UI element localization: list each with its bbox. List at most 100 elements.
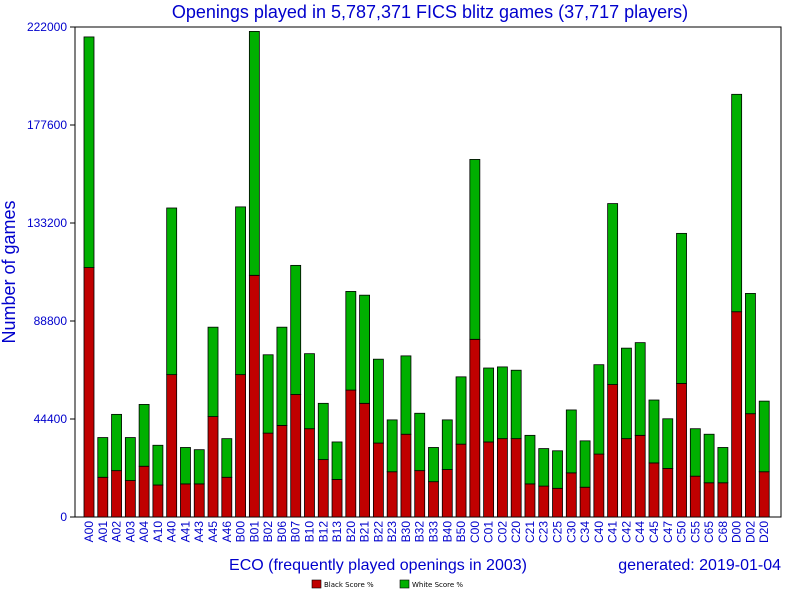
- x-axis-label: ECO (frequently played openings in 2003): [229, 557, 527, 574]
- x-tick-label: B21: [358, 521, 372, 543]
- bar-black-score: [662, 468, 674, 518]
- x-tick-label: C47: [661, 521, 675, 543]
- x-tick-label: B30: [399, 521, 413, 543]
- bar-black-score: [648, 462, 660, 518]
- x-tick-label: B01: [247, 521, 261, 543]
- bar-black-score: [731, 311, 743, 518]
- bar-white-score: [262, 354, 274, 434]
- legend-label: Black Score %: [324, 581, 374, 589]
- bar-white-score: [221, 438, 233, 478]
- bar-black-score: [290, 394, 302, 518]
- bar-black-score: [579, 486, 591, 518]
- x-tick-label: D00: [730, 521, 744, 543]
- bar-white-score: [607, 203, 619, 385]
- bar-white-score: [496, 366, 508, 440]
- x-tick-label: C55: [688, 521, 702, 543]
- bar-black-score: [372, 442, 384, 518]
- x-tick-label: C45: [647, 521, 661, 543]
- bar-black-score: [496, 438, 508, 518]
- bar-white-score: [717, 447, 729, 484]
- bar-white-score: [386, 419, 398, 473]
- y-tick-label: 133200: [27, 216, 67, 230]
- bar-black-score: [676, 383, 687, 518]
- x-tick-label: C20: [509, 521, 523, 543]
- plot-area: [74, 26, 782, 518]
- bar-black-score: [262, 432, 274, 518]
- x-tick-label: C44: [633, 521, 647, 543]
- bar-black-score: [276, 425, 288, 518]
- bar-black-score: [138, 465, 150, 518]
- bar-black-score: [593, 453, 605, 518]
- x-tick-label: D02: [743, 521, 757, 543]
- x-tick-label: C42: [619, 521, 633, 543]
- x-tick-label: C25: [551, 521, 565, 543]
- bar-black-score: [455, 443, 467, 518]
- bar-black-score: [758, 471, 770, 518]
- bar-white-score: [552, 450, 563, 489]
- bar-black-score: [111, 470, 122, 518]
- bar-white-score: [290, 264, 302, 395]
- bar-black-score: [621, 438, 632, 518]
- x-tick-label: A00: [82, 521, 96, 543]
- bar-black-score: [414, 470, 426, 518]
- bar-white-score: [524, 434, 536, 485]
- x-tick-label: C21: [523, 521, 537, 543]
- bar-white-score: [359, 294, 371, 404]
- bar-white-score: [345, 291, 357, 391]
- bar-white-score: [400, 355, 412, 435]
- x-tick-label: A41: [178, 521, 192, 543]
- bar-white-score: [758, 400, 770, 473]
- bar-white-score: [731, 93, 743, 313]
- bar-white-score: [317, 402, 329, 461]
- bar-black-score: [304, 428, 315, 518]
- bar-black-score: [607, 384, 619, 518]
- bar-white-score: [441, 419, 453, 470]
- x-tick-label: B13: [330, 521, 344, 543]
- x-tick-label: C65: [702, 521, 716, 543]
- x-tick-label: D20: [757, 521, 771, 543]
- x-tick-label: A45: [206, 521, 220, 543]
- bar-white-score: [455, 376, 467, 445]
- bar-black-score: [538, 485, 550, 518]
- x-tick-label: B23: [385, 521, 399, 543]
- legend-swatch: [399, 579, 410, 589]
- x-tick-label: C50: [675, 521, 689, 543]
- x-tick-label: B02: [261, 521, 275, 543]
- y-tick-label: 222000: [27, 20, 67, 34]
- bar-black-score: [207, 416, 219, 518]
- bar-white-score: [331, 441, 343, 480]
- bar-black-score: [428, 481, 439, 518]
- x-tick-label: C02: [495, 521, 509, 543]
- bar-black-score: [124, 480, 136, 518]
- bar-black-score: [400, 433, 412, 518]
- x-tick-label: B07: [289, 521, 303, 543]
- x-tick-label: C01: [482, 521, 496, 543]
- bar-white-score: [304, 353, 315, 430]
- bar-black-score: [565, 472, 577, 518]
- bar-white-score: [621, 347, 632, 440]
- bar-white-score: [648, 399, 660, 464]
- bar-black-score: [331, 479, 343, 518]
- bar-black-score: [689, 475, 701, 518]
- bar-white-score: [483, 367, 495, 443]
- x-tick-label: B33: [427, 521, 441, 543]
- bar-black-score: [235, 374, 246, 518]
- bar-black-score: [166, 374, 178, 518]
- bar-white-score: [124, 437, 136, 481]
- x-tick-label: A40: [165, 521, 179, 543]
- bar-black-score: [83, 267, 95, 518]
- x-tick-label: B32: [413, 521, 427, 543]
- bar-series: [83, 31, 770, 518]
- bar-black-score: [386, 471, 398, 518]
- bar-white-score: [111, 413, 122, 472]
- bar-white-score: [138, 404, 150, 467]
- y-tick-label: 88800: [34, 314, 68, 328]
- bar-white-score: [538, 448, 550, 487]
- bar-white-score: [634, 342, 646, 436]
- bar-black-score: [248, 274, 260, 518]
- x-tick-label: A04: [137, 521, 151, 543]
- bar-black-score: [469, 338, 481, 518]
- chart-title: Openings played in 5,787,371 FICS blitz …: [172, 2, 688, 22]
- bar-black-score: [345, 389, 357, 518]
